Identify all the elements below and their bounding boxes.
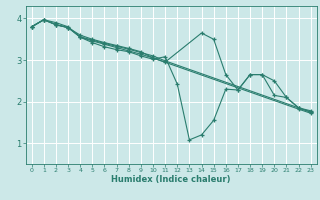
X-axis label: Humidex (Indice chaleur): Humidex (Indice chaleur) bbox=[111, 175, 231, 184]
